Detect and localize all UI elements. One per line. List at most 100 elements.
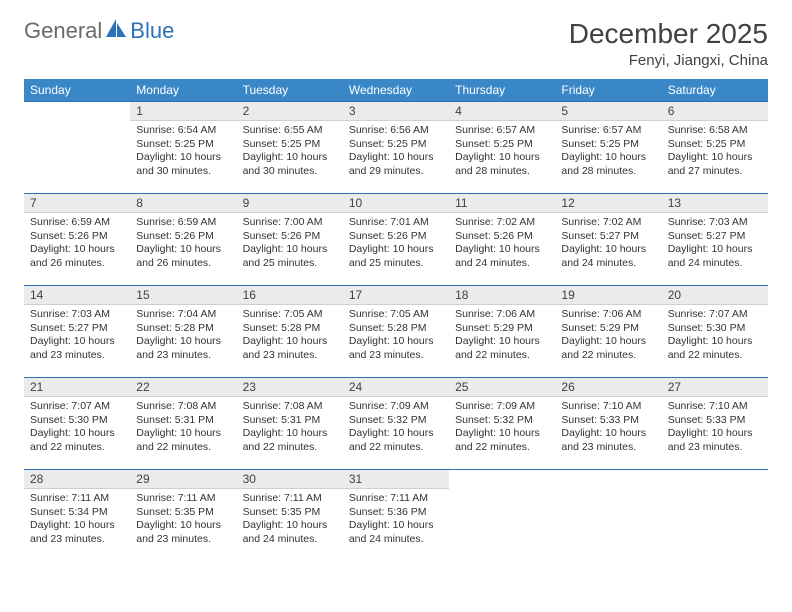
daylight-text: Daylight: 10 hours and 28 minutes.: [561, 151, 655, 178]
week-row: 28Sunrise: 7:11 AMSunset: 5:34 PMDayligh…: [24, 469, 768, 561]
sunset-text: Sunset: 5:27 PM: [30, 322, 124, 336]
sunset-text: Sunset: 5:25 PM: [668, 138, 762, 152]
day-number: [555, 469, 661, 488]
daylight-text: Daylight: 10 hours and 22 minutes.: [455, 427, 549, 454]
day-number: 22: [130, 377, 236, 397]
sunset-text: Sunset: 5:28 PM: [243, 322, 337, 336]
sunset-text: Sunset: 5:36 PM: [349, 506, 443, 520]
day-cell: 12Sunrise: 7:02 AMSunset: 5:27 PMDayligh…: [555, 193, 661, 285]
daylight-text: Daylight: 10 hours and 22 minutes.: [349, 427, 443, 454]
daylight-text: Daylight: 10 hours and 23 minutes.: [136, 519, 230, 546]
location: Fenyi, Jiangxi, China: [569, 52, 768, 69]
dayhead-tue: Tuesday: [237, 79, 343, 101]
day-number: 29: [130, 469, 236, 489]
sunrise-text: Sunrise: 6:56 AM: [349, 124, 443, 138]
day-cell: 5Sunrise: 6:57 AMSunset: 5:25 PMDaylight…: [555, 101, 661, 193]
sunset-text: Sunset: 5:29 PM: [455, 322, 549, 336]
dayhead-thu: Thursday: [449, 79, 555, 101]
sunset-text: Sunset: 5:31 PM: [243, 414, 337, 428]
sunset-text: Sunset: 5:25 PM: [349, 138, 443, 152]
day-number: 24: [343, 377, 449, 397]
daylight-text: Daylight: 10 hours and 24 minutes.: [455, 243, 549, 270]
sunset-text: Sunset: 5:26 PM: [455, 230, 549, 244]
daylight-text: Daylight: 10 hours and 30 minutes.: [136, 151, 230, 178]
sunset-text: Sunset: 5:25 PM: [455, 138, 549, 152]
sunrise-text: Sunrise: 6:57 AM: [561, 124, 655, 138]
day-info: Sunrise: 7:09 AMSunset: 5:32 PMDaylight:…: [449, 397, 555, 461]
day-number: 7: [24, 193, 130, 213]
sunrise-text: Sunrise: 6:57 AM: [455, 124, 549, 138]
day-number: 5: [555, 101, 661, 121]
sunset-text: Sunset: 5:27 PM: [668, 230, 762, 244]
sunrise-text: Sunrise: 6:58 AM: [668, 124, 762, 138]
sunrise-text: Sunrise: 7:11 AM: [30, 492, 124, 506]
day-info: Sunrise: 6:57 AMSunset: 5:25 PMDaylight:…: [449, 121, 555, 185]
day-info: Sunrise: 7:08 AMSunset: 5:31 PMDaylight:…: [237, 397, 343, 461]
day-info: Sunrise: 6:54 AMSunset: 5:25 PMDaylight:…: [130, 121, 236, 185]
daylight-text: Daylight: 10 hours and 26 minutes.: [30, 243, 124, 270]
sunrise-text: Sunrise: 7:11 AM: [349, 492, 443, 506]
header: General Blue December 2025 Fenyi, Jiangx…: [24, 18, 768, 69]
day-info: Sunrise: 7:02 AMSunset: 5:27 PMDaylight:…: [555, 213, 661, 277]
daylight-text: Daylight: 10 hours and 24 minutes.: [243, 519, 337, 546]
day-cell: 23Sunrise: 7:08 AMSunset: 5:31 PMDayligh…: [237, 377, 343, 469]
daylight-text: Daylight: 10 hours and 28 minutes.: [455, 151, 549, 178]
sunset-text: Sunset: 5:34 PM: [30, 506, 124, 520]
day-info: Sunrise: 7:08 AMSunset: 5:31 PMDaylight:…: [130, 397, 236, 461]
sunrise-text: Sunrise: 7:00 AM: [243, 216, 337, 230]
sunset-text: Sunset: 5:29 PM: [561, 322, 655, 336]
day-cell: 11Sunrise: 7:02 AMSunset: 5:26 PMDayligh…: [449, 193, 555, 285]
logo: General Blue: [24, 18, 174, 44]
sunset-text: Sunset: 5:25 PM: [136, 138, 230, 152]
sunrise-text: Sunrise: 6:59 AM: [30, 216, 124, 230]
day-number: [449, 469, 555, 488]
day-number: 27: [662, 377, 768, 397]
daylight-text: Daylight: 10 hours and 24 minutes.: [561, 243, 655, 270]
sunrise-text: Sunrise: 7:04 AM: [136, 308, 230, 322]
day-header-row: Sunday Monday Tuesday Wednesday Thursday…: [24, 79, 768, 101]
logo-text-blue: Blue: [130, 18, 174, 44]
daylight-text: Daylight: 10 hours and 26 minutes.: [136, 243, 230, 270]
day-cell: 16Sunrise: 7:05 AMSunset: 5:28 PMDayligh…: [237, 285, 343, 377]
sunrise-text: Sunrise: 7:03 AM: [668, 216, 762, 230]
day-number: 18: [449, 285, 555, 305]
sunrise-text: Sunrise: 7:11 AM: [243, 492, 337, 506]
day-info: Sunrise: 7:03 AMSunset: 5:27 PMDaylight:…: [24, 305, 130, 369]
day-cell: [24, 101, 130, 193]
day-cell: [449, 469, 555, 561]
day-cell: 1Sunrise: 6:54 AMSunset: 5:25 PMDaylight…: [130, 101, 236, 193]
day-cell: 20Sunrise: 7:07 AMSunset: 5:30 PMDayligh…: [662, 285, 768, 377]
day-cell: 26Sunrise: 7:10 AMSunset: 5:33 PMDayligh…: [555, 377, 661, 469]
day-number: 28: [24, 469, 130, 489]
sunrise-text: Sunrise: 7:07 AM: [30, 400, 124, 414]
day-number: 23: [237, 377, 343, 397]
day-number: 17: [343, 285, 449, 305]
day-info: Sunrise: 6:59 AMSunset: 5:26 PMDaylight:…: [130, 213, 236, 277]
sunrise-text: Sunrise: 7:08 AM: [243, 400, 337, 414]
sunrise-text: Sunrise: 7:10 AM: [668, 400, 762, 414]
day-cell: [662, 469, 768, 561]
sunrise-text: Sunrise: 7:09 AM: [455, 400, 549, 414]
day-cell: 14Sunrise: 7:03 AMSunset: 5:27 PMDayligh…: [24, 285, 130, 377]
daylight-text: Daylight: 10 hours and 23 minutes.: [561, 427, 655, 454]
day-cell: 17Sunrise: 7:05 AMSunset: 5:28 PMDayligh…: [343, 285, 449, 377]
sunrise-text: Sunrise: 7:07 AM: [668, 308, 762, 322]
sunrise-text: Sunrise: 7:05 AM: [243, 308, 337, 322]
day-number: 26: [555, 377, 661, 397]
day-cell: 7Sunrise: 6:59 AMSunset: 5:26 PMDaylight…: [24, 193, 130, 285]
sunrise-text: Sunrise: 7:11 AM: [136, 492, 230, 506]
sunset-text: Sunset: 5:30 PM: [668, 322, 762, 336]
title-block: December 2025 Fenyi, Jiangxi, China: [569, 18, 768, 69]
sunset-text: Sunset: 5:31 PM: [136, 414, 230, 428]
sunset-text: Sunset: 5:27 PM: [561, 230, 655, 244]
day-cell: 22Sunrise: 7:08 AMSunset: 5:31 PMDayligh…: [130, 377, 236, 469]
daylight-text: Daylight: 10 hours and 22 minutes.: [561, 335, 655, 362]
day-number: 16: [237, 285, 343, 305]
sunrise-text: Sunrise: 6:59 AM: [136, 216, 230, 230]
daylight-text: Daylight: 10 hours and 23 minutes.: [30, 519, 124, 546]
day-number: 11: [449, 193, 555, 213]
day-info: Sunrise: 7:06 AMSunset: 5:29 PMDaylight:…: [449, 305, 555, 369]
sunset-text: Sunset: 5:30 PM: [30, 414, 124, 428]
week-row: 21Sunrise: 7:07 AMSunset: 5:30 PMDayligh…: [24, 377, 768, 469]
day-info: Sunrise: 6:55 AMSunset: 5:25 PMDaylight:…: [237, 121, 343, 185]
